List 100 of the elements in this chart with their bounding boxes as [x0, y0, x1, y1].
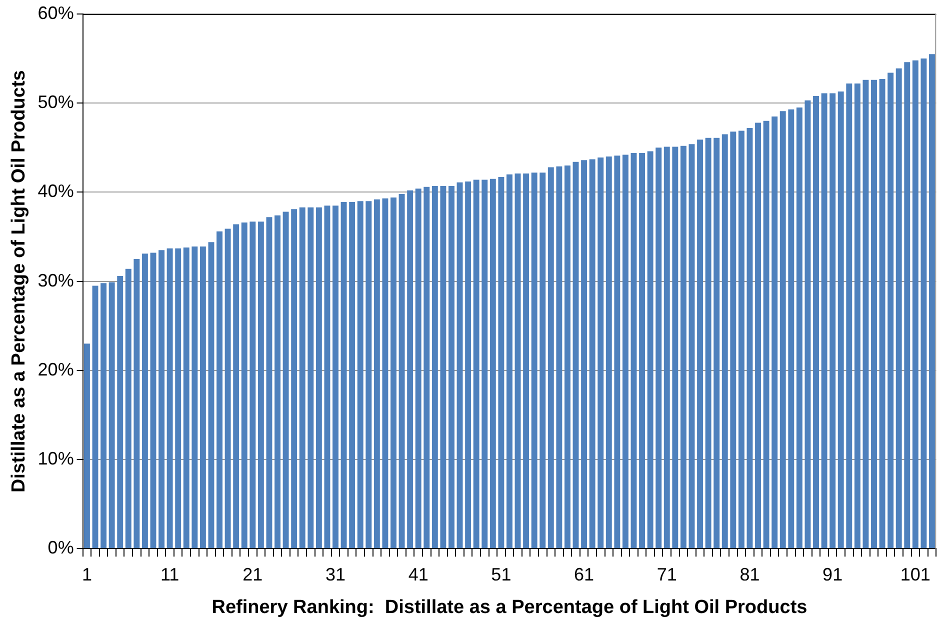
- bar: [929, 54, 935, 548]
- bar: [158, 250, 165, 548]
- bar: [780, 111, 786, 548]
- bar: [456, 182, 463, 548]
- bar: [332, 206, 338, 548]
- bar: [705, 138, 712, 548]
- bar: [316, 207, 322, 548]
- y-tick-label: 0%: [48, 538, 74, 558]
- bar: [440, 186, 446, 548]
- bar: [788, 109, 794, 548]
- bar: [142, 254, 148, 548]
- bar: [506, 174, 512, 548]
- bar: [224, 228, 231, 548]
- x-tick-label: 31: [325, 564, 346, 584]
- bar: [175, 248, 182, 548]
- bar: [722, 134, 728, 548]
- bar: [540, 172, 546, 548]
- x-tick-label: 61: [574, 564, 594, 584]
- bar: [125, 268, 132, 548]
- bar: [763, 120, 770, 548]
- y-tick-label: 60%: [38, 2, 74, 23]
- bar: [888, 72, 894, 548]
- x-axis-title: Refinery Ranking: Distillate as a Percentage of Light Oil Products: [212, 596, 808, 618]
- bar: [514, 173, 521, 548]
- bar: [714, 138, 720, 548]
- bar: [192, 246, 198, 548]
- bar: [432, 186, 438, 548]
- bar: [746, 128, 753, 548]
- x-tick-label: 101: [900, 564, 930, 584]
- bar: [664, 146, 670, 548]
- bar: [282, 212, 289, 548]
- x-tick-label: 91: [822, 564, 843, 584]
- x-tick-label: 21: [242, 564, 263, 584]
- bar: [656, 148, 662, 548]
- x-tick-label: 71: [656, 564, 677, 584]
- bar: [606, 156, 612, 548]
- bar: [482, 180, 488, 548]
- bar: [755, 122, 761, 548]
- bar: [340, 202, 347, 548]
- bar: [382, 198, 388, 548]
- bar: [349, 202, 356, 548]
- bar: [622, 154, 628, 548]
- bar: [556, 166, 562, 548]
- y-tick-label: 20%: [38, 359, 74, 380]
- x-tick-label: 81: [740, 564, 760, 584]
- bar: [672, 146, 678, 548]
- bar: [258, 222, 264, 548]
- bar: [564, 165, 570, 548]
- bar: [150, 252, 156, 548]
- bar: [846, 84, 852, 548]
- bar: [266, 217, 272, 548]
- bar: [324, 206, 330, 548]
- bar: [134, 259, 140, 548]
- bar: [879, 79, 886, 548]
- bar: [274, 215, 280, 548]
- bar: [366, 201, 372, 548]
- bar: [166, 248, 173, 548]
- bar: [448, 186, 454, 548]
- bar: [680, 146, 686, 548]
- bar: [639, 152, 646, 548]
- x-tick-label: 41: [408, 564, 428, 584]
- bar: [821, 93, 828, 548]
- bar: [523, 173, 530, 548]
- bar: [241, 222, 248, 548]
- bar: [730, 132, 736, 548]
- bar: [572, 162, 579, 548]
- bar: [548, 167, 554, 548]
- bar: [838, 92, 844, 548]
- bar: [84, 344, 90, 548]
- bar: [871, 80, 877, 548]
- bar: [912, 60, 918, 548]
- bar: [614, 156, 620, 548]
- bar: [854, 84, 860, 548]
- bar: [374, 199, 380, 548]
- bar: [896, 68, 902, 548]
- x-tick-label: 11: [160, 564, 180, 584]
- bar: [216, 231, 223, 548]
- bar: [688, 144, 695, 548]
- y-tick-label: 50%: [38, 92, 74, 112]
- bar: [813, 96, 819, 548]
- bar: [291, 209, 298, 548]
- bar: [904, 62, 910, 548]
- bar: [598, 157, 604, 548]
- bar: [299, 207, 306, 548]
- y-tick-label: 10%: [38, 448, 74, 468]
- bar: [473, 180, 480, 548]
- bar: [233, 224, 240, 548]
- bar: [308, 207, 314, 548]
- bar: [183, 247, 190, 548]
- bar: [630, 152, 637, 548]
- bar: [208, 242, 214, 548]
- bar: [390, 198, 396, 548]
- bar: [498, 177, 504, 548]
- bar: [920, 58, 927, 548]
- bar: [647, 151, 654, 548]
- bar: [100, 283, 107, 548]
- bar: [830, 93, 836, 548]
- bar: [200, 246, 206, 548]
- bar: [415, 188, 422, 548]
- bar: [589, 159, 596, 548]
